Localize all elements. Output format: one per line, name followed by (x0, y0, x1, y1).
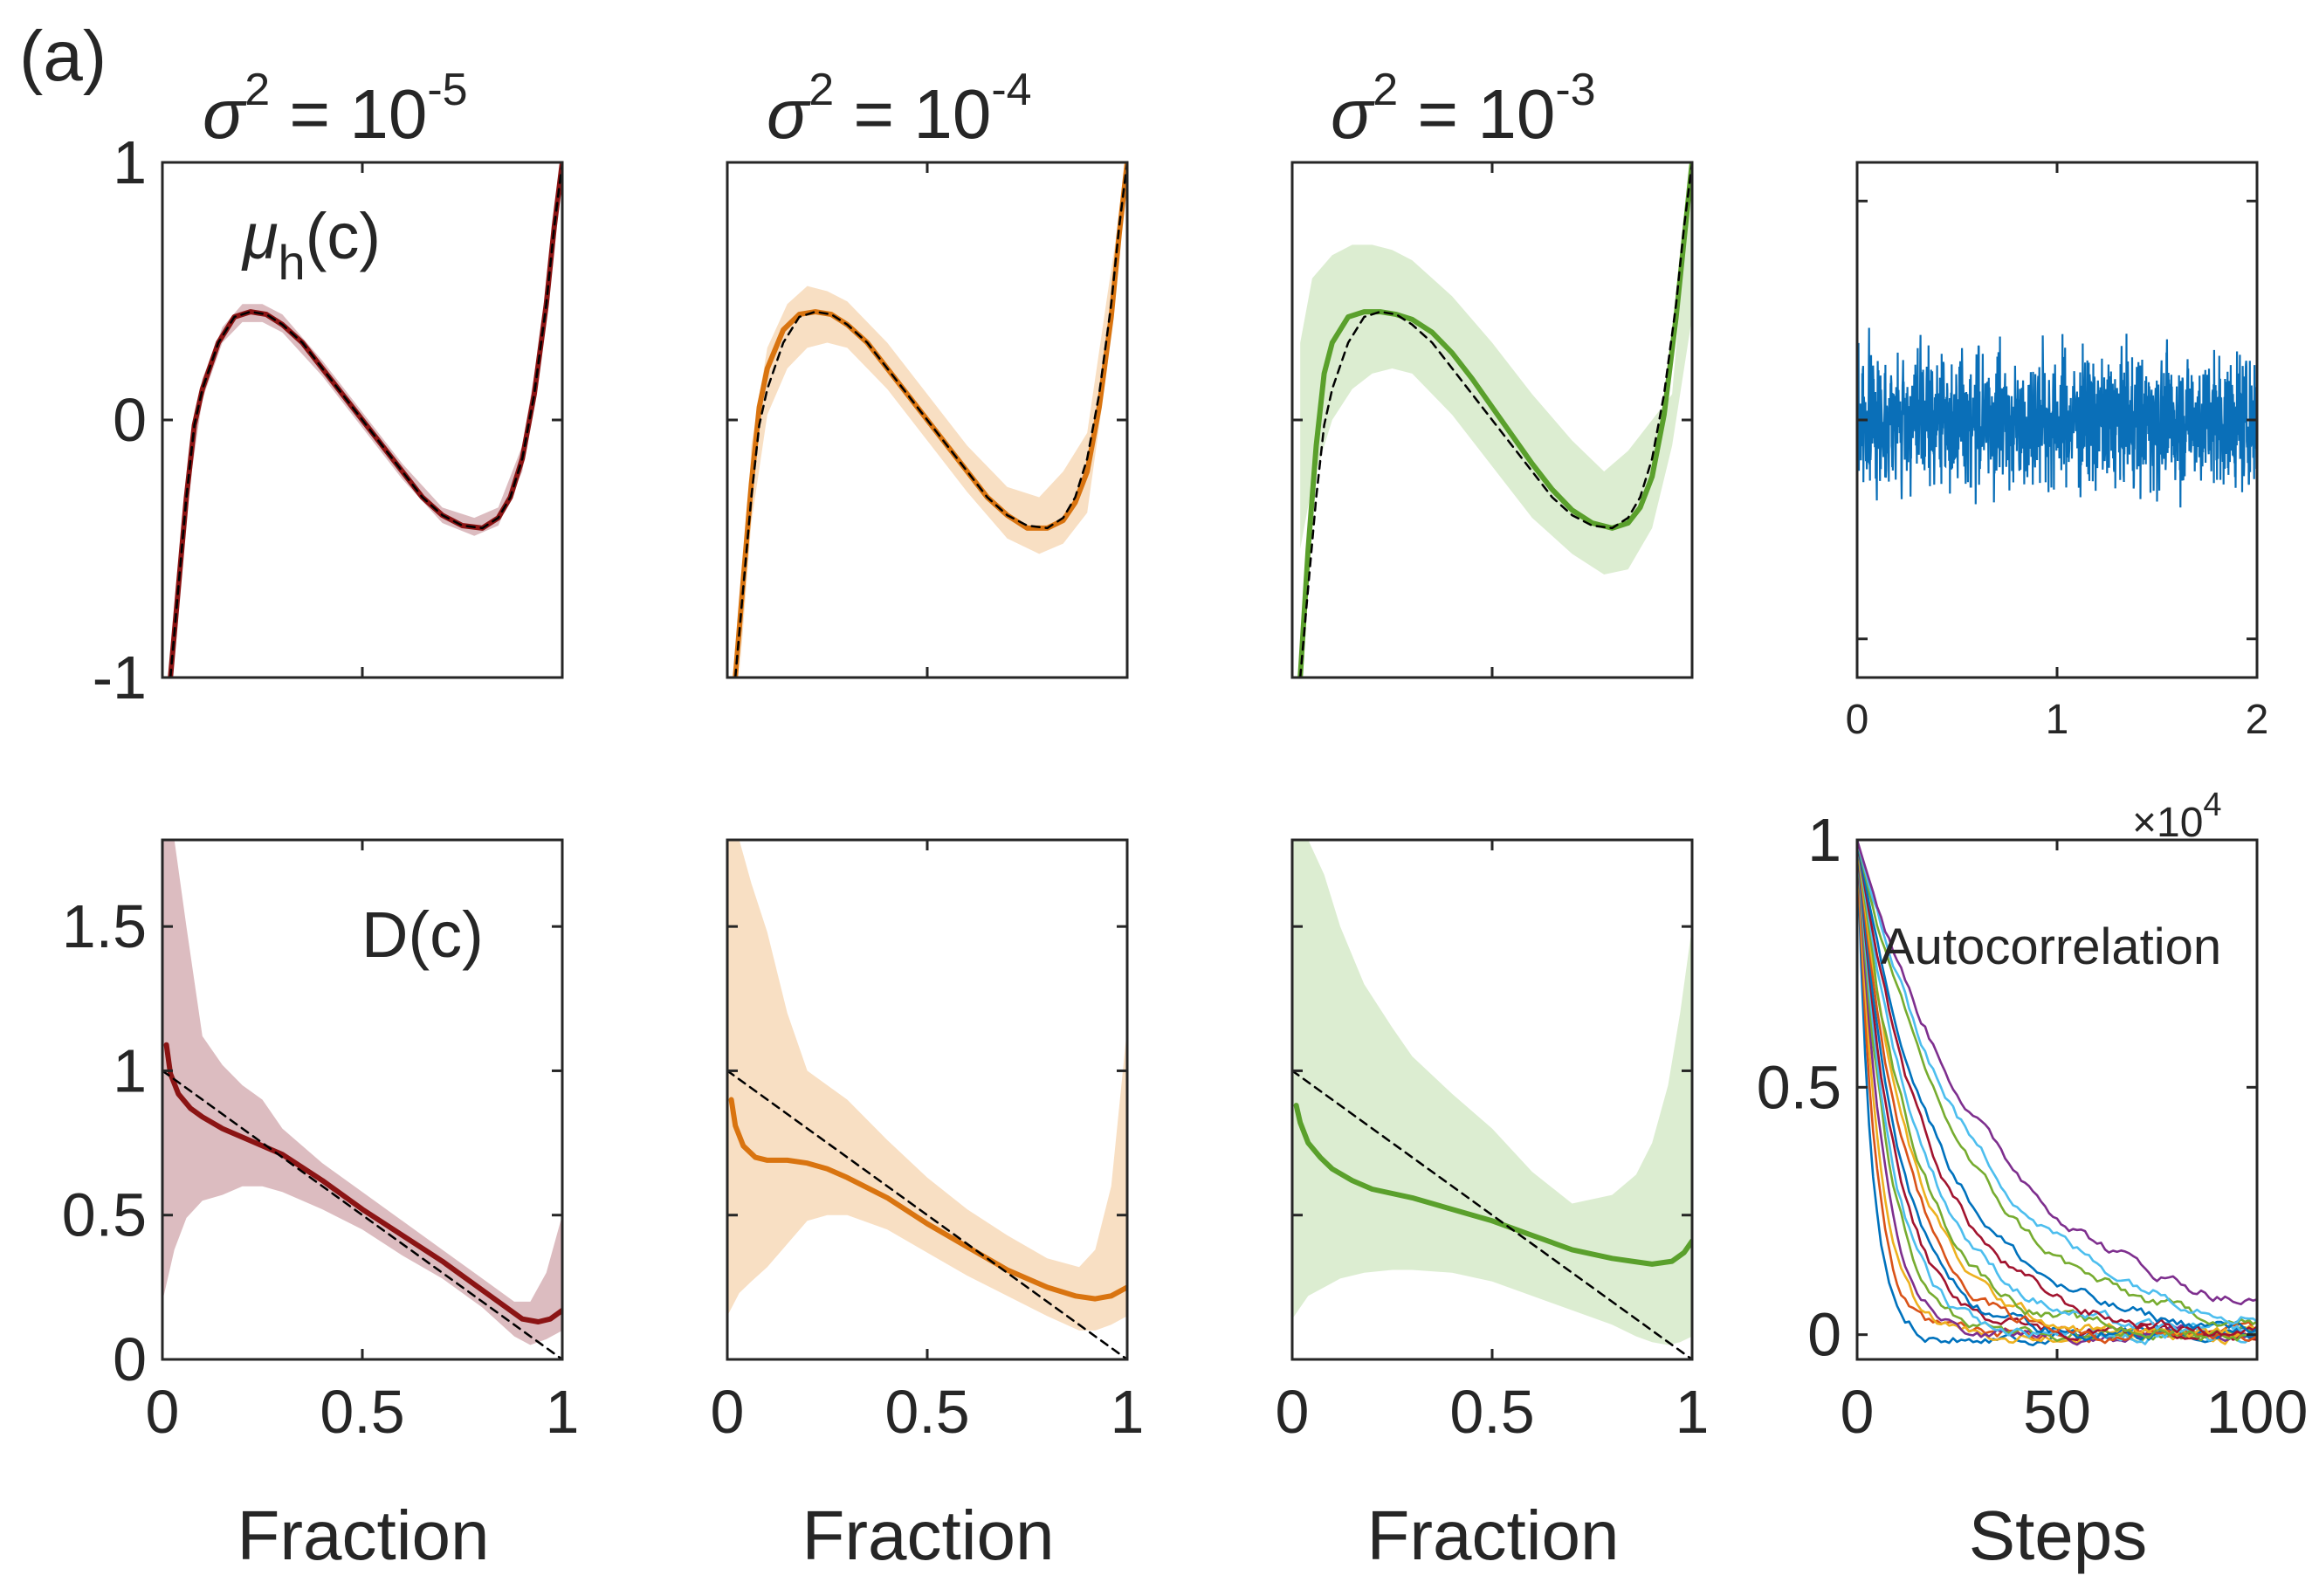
D-sigma-1e-5-estimate-line (163, 1042, 562, 1324)
plot-area-d0 (162, 840, 562, 1359)
autocorrelation-label: Autocorrelation (1881, 918, 2221, 975)
autocorr-line-12 (1857, 840, 2257, 1338)
d-label: D(c) (361, 898, 484, 971)
D-sigma-1e-5-ytick-label-1: 0.5 (62, 1181, 147, 1249)
D-sigma-1e-3-xtick-label-0: 0 (1276, 1378, 1310, 1446)
panel-title-1: σ2 = 10-5 (203, 65, 468, 153)
autocorr-line-11 (1857, 840, 2257, 1335)
autocorr-ytick-label-0: 0 (1807, 1301, 1841, 1369)
x-axis-title-4: Steps (1969, 1496, 2148, 1574)
plot-area-d1 (727, 840, 1127, 1359)
mu-sigma-1e-3-estimate-line (1297, 162, 1692, 678)
autocorr-line-10 (1857, 840, 2257, 1342)
D-sigma-1e-5-band (162, 840, 562, 1345)
exponent-label: ×104 (2132, 787, 2222, 846)
autocorr-xtick-label-1: 50 (2023, 1378, 2091, 1446)
mu-sigma-1e-5-ytick-label-2: 1 (113, 128, 147, 196)
autocorr-line-16 (1857, 840, 2257, 1305)
chart-panels: -1 0 1 0 1 2 0 0.5 1 0 0.5 1 1.5 0 0.5 1 0 0.5 1 0 50 100 0 0.5… (62, 128, 2309, 1446)
D-sigma-1e-4-reference-line (727, 1070, 1127, 1359)
x-axis-title-1: Fraction (237, 1496, 490, 1574)
x-axis-title-3: Fraction (1367, 1496, 1620, 1574)
trace-line (1857, 327, 2257, 508)
D-sigma-1e-3-band (1292, 840, 1692, 1345)
D-sigma-1e-5-xtick-label-0: 0 (146, 1378, 180, 1446)
autocorr-line-9 (1857, 840, 2257, 1338)
D-sigma-1e-4-estimate-line (728, 1097, 1127, 1302)
mu-label: μh(c) (241, 200, 381, 290)
D-sigma-1e-5-reference-line (162, 1070, 562, 1359)
plot-area-d2 (1292, 840, 1692, 1359)
autocorr-line-15 (1857, 840, 2257, 1325)
panel-tag: (a) (19, 17, 107, 96)
trace-xtick-label-1: 1 (2046, 697, 2069, 743)
D-sigma-1e-4-band (727, 840, 1127, 1331)
D-sigma-1e-4-xtick-label-2: 1 (1111, 1378, 1145, 1446)
D-sigma-1e-3-estimate-line (1293, 1103, 1692, 1267)
D-sigma-1e-3-reference-line (1292, 1070, 1692, 1359)
panel-title-3: σ2 = 10-3 (1331, 65, 1596, 153)
D-sigma-1e-5-ytick-label-0: 0 (113, 1325, 147, 1393)
mu-sigma-1e-3-reference-line (1298, 162, 1692, 678)
plot-area-mu1 (733, 162, 1127, 678)
mu-sigma-1e-5-ytick-label-0: -1 (93, 643, 147, 712)
trace-xtick-label-0: 0 (1846, 697, 1869, 743)
mu-sigma-1e-4-reference-line (733, 162, 1127, 678)
D-sigma-1e-5-xtick-label-2: 1 (546, 1378, 580, 1446)
autocorr-xtick-label-0: 0 (1841, 1378, 1875, 1446)
mu-sigma-1e-5-band (170, 162, 562, 678)
D-sigma-1e-5-ytick-label-2: 1 (113, 1036, 147, 1104)
D-sigma-1e-3-xtick-label-2: 1 (1676, 1378, 1710, 1446)
trace-xtick-label-2: 2 (2246, 697, 2269, 743)
D-sigma-1e-4-xtick-label-0: 0 (711, 1378, 745, 1446)
panel-title-2: σ2 = 10-4 (767, 65, 1032, 153)
x-axis-title-2: Fraction (802, 1496, 1055, 1574)
mu-sigma-1e-5-reference-line (169, 162, 562, 678)
plot-area-trace (1857, 327, 2257, 508)
mu-sigma-1e-5-ytick-label-1: 0 (113, 386, 147, 454)
autocorr-ytick-label-1: 0.5 (1757, 1053, 1841, 1121)
autocorr-line-13 (1857, 840, 2257, 1334)
D-sigma-1e-3-xtick-label-1: 0.5 (1449, 1378, 1534, 1446)
D-sigma-1e-5-xtick-label-1: 0.5 (320, 1378, 404, 1446)
D-sigma-1e-5-ytick-label-3: 1.5 (62, 892, 147, 960)
D-sigma-1e-4-xtick-label-1: 0.5 (884, 1378, 969, 1446)
mu-sigma-1e-4-band (739, 162, 1127, 678)
plot-area-ac (1857, 840, 2257, 1346)
plot-area-mu2 (1297, 162, 1692, 678)
autocorr-xtick-label-2: 100 (2206, 1378, 2309, 1446)
mu-sigma-1e-3-band (1300, 162, 1692, 574)
autocorr-ytick-label-2: 1 (1807, 806, 1841, 874)
plot-area-mu0 (168, 162, 562, 678)
autocorr-line-14 (1857, 840, 2257, 1327)
